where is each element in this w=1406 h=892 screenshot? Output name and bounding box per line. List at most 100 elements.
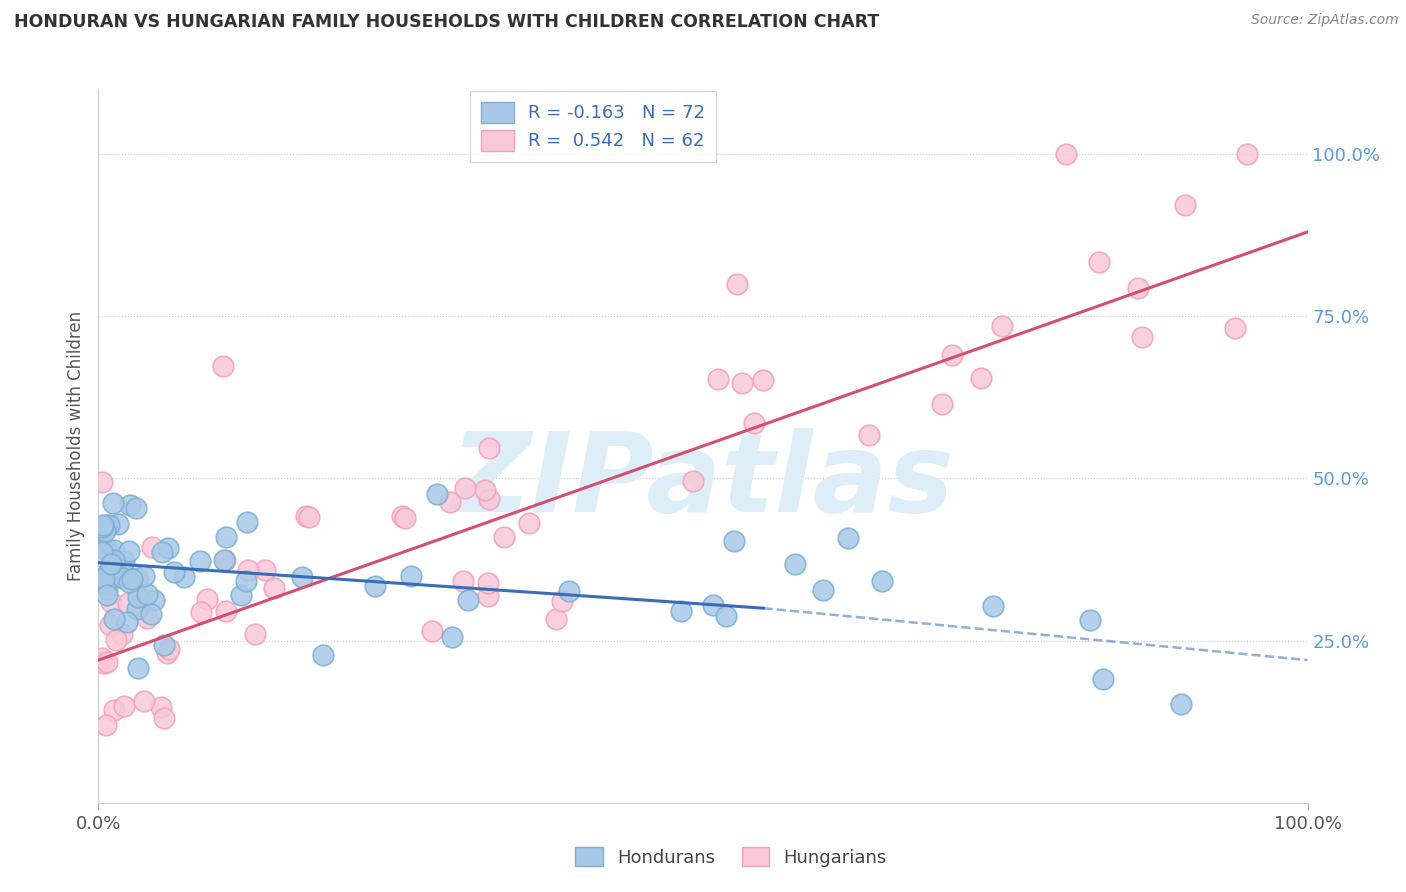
Point — [100, 595, 122, 609]
Point — [103, 553, 125, 567]
Point — [783, 558, 806, 572]
Point — [103, 612, 125, 626]
Point — [91, 524, 114, 539]
Point — [173, 570, 195, 584]
Point — [714, 609, 737, 624]
Point — [702, 599, 724, 613]
Point — [111, 559, 134, 574]
Point — [91, 520, 114, 534]
Point — [558, 583, 581, 598]
Point — [236, 563, 259, 577]
Point — [298, 510, 321, 524]
Point — [1174, 197, 1197, 211]
Point — [141, 540, 163, 554]
Point — [197, 592, 219, 607]
Point — [100, 557, 122, 571]
Point — [96, 576, 118, 591]
Point — [107, 517, 129, 532]
Point — [111, 570, 134, 584]
Point — [91, 574, 114, 589]
Point — [132, 694, 155, 708]
Point — [215, 530, 238, 544]
Point — [990, 319, 1012, 334]
Point — [91, 518, 114, 533]
Point — [477, 576, 499, 591]
Point — [1170, 698, 1192, 712]
Point — [131, 597, 153, 611]
Point — [127, 591, 149, 605]
Legend: Hondurans, Hungarians: Hondurans, Hungarians — [568, 840, 894, 874]
Point — [111, 627, 134, 641]
Point — [837, 531, 859, 545]
Point — [363, 579, 385, 593]
Point — [118, 499, 141, 513]
Y-axis label: Family Households with Children: Family Households with Children — [66, 311, 84, 581]
Point — [478, 491, 501, 506]
Point — [134, 568, 156, 582]
Point — [91, 576, 114, 591]
Point — [97, 517, 120, 532]
Point — [214, 552, 236, 566]
Point — [156, 646, 179, 660]
Point — [96, 542, 118, 557]
Text: HONDURAN VS HUNGARIAN FAMILY HOUSEHOLDS WITH CHILDREN CORRELATION CHART: HONDURAN VS HUNGARIAN FAMILY HOUSEHOLDS … — [14, 13, 879, 31]
Point — [394, 511, 416, 525]
Point — [118, 574, 141, 589]
Point — [143, 593, 166, 607]
Point — [211, 359, 233, 373]
Point — [426, 487, 449, 501]
Point — [96, 588, 118, 602]
Point — [91, 544, 114, 558]
Point — [127, 602, 149, 616]
Point — [1223, 320, 1246, 334]
Point — [214, 604, 236, 618]
Point — [970, 371, 993, 385]
Legend: R = -0.163   N = 72, R =  0.542   N = 62: R = -0.163 N = 72, R = 0.542 N = 62 — [470, 91, 716, 161]
Point — [546, 612, 568, 626]
Point — [254, 563, 277, 577]
Point — [1078, 613, 1101, 627]
Point — [811, 583, 834, 598]
Point — [96, 582, 118, 596]
Text: ZIPatlas: ZIPatlas — [451, 428, 955, 535]
Point — [243, 626, 266, 640]
Point — [420, 624, 443, 639]
Point — [441, 630, 464, 644]
Point — [157, 541, 180, 556]
Text: Source: ZipAtlas.com: Source: ZipAtlas.com — [1251, 13, 1399, 28]
Point — [112, 699, 135, 714]
Point — [731, 376, 754, 390]
Point — [163, 565, 186, 579]
Point — [391, 509, 413, 524]
Point — [454, 481, 477, 495]
Point — [311, 648, 333, 663]
Point — [96, 655, 118, 669]
Point — [1236, 147, 1258, 161]
Point — [291, 570, 314, 584]
Point — [139, 607, 162, 621]
Point — [742, 416, 765, 430]
Point — [1130, 330, 1153, 344]
Point — [453, 574, 475, 588]
Point — [399, 569, 422, 583]
Point — [190, 606, 212, 620]
Point — [125, 501, 148, 516]
Point — [117, 596, 139, 610]
Point — [295, 509, 318, 524]
Point — [263, 581, 285, 595]
Point — [152, 711, 174, 725]
Point — [235, 515, 257, 529]
Point — [121, 572, 143, 586]
Point — [93, 572, 115, 586]
Point — [931, 397, 953, 411]
Point — [118, 544, 141, 558]
Point — [94, 543, 117, 558]
Point — [474, 483, 496, 497]
Point — [103, 703, 125, 717]
Point — [91, 475, 114, 490]
Point — [1087, 254, 1109, 268]
Point — [101, 553, 124, 567]
Point — [981, 599, 1004, 613]
Point — [858, 427, 880, 442]
Point — [477, 442, 499, 456]
